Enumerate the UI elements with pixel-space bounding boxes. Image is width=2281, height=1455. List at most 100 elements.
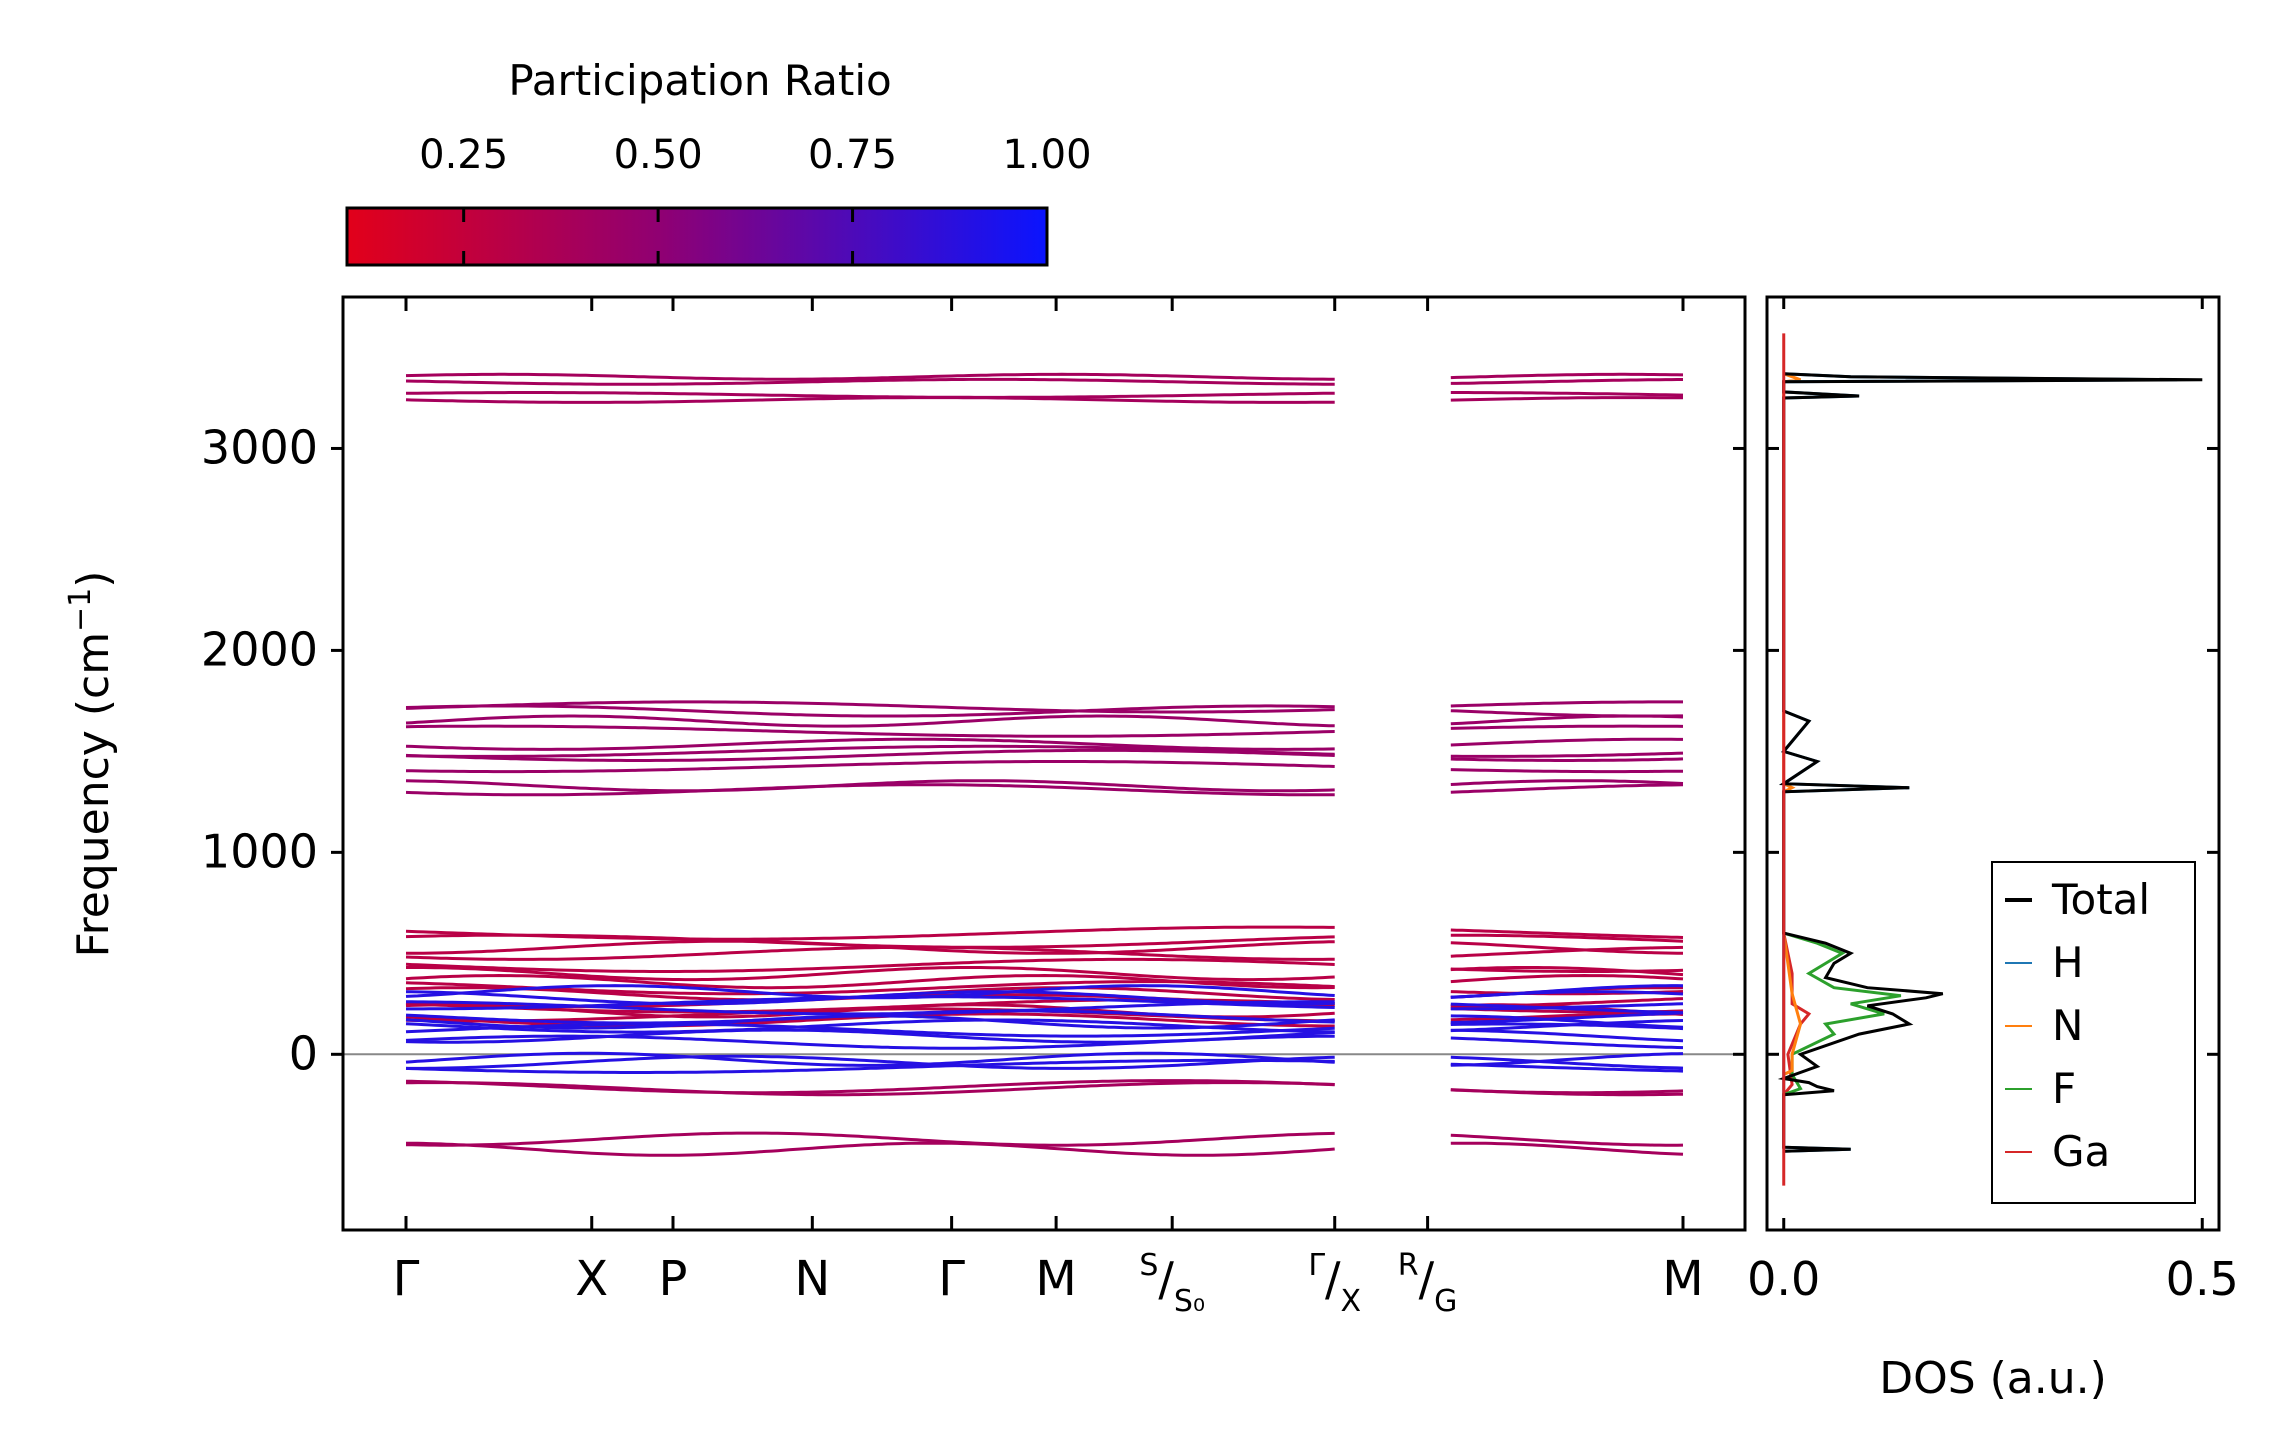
legend-label: Total <box>2051 875 2150 924</box>
band-line <box>1450 941 1683 955</box>
dos-x-axis-label: DOS (a.u.) <box>1879 1353 2107 1404</box>
band-line <box>1450 779 1684 786</box>
y-axis-label-exp: −1 <box>63 588 98 632</box>
band-line <box>1450 391 1684 397</box>
band-line <box>405 1018 1335 1034</box>
band-line <box>1450 372 1684 380</box>
k-point-label: X <box>575 1251 608 1307</box>
band-lines <box>343 372 1745 1157</box>
colorbar-tick-label: 0.50 <box>614 132 703 178</box>
band-line <box>1450 1002 1684 1011</box>
band-line <box>405 700 1335 714</box>
legend-label: Ga <box>2052 1127 2110 1176</box>
k-point-label: Γ <box>938 1251 965 1307</box>
band-line <box>405 714 1335 728</box>
band-line <box>405 957 1335 973</box>
legend-label: F <box>2052 1064 2076 1113</box>
band-line <box>405 973 1335 990</box>
band-line <box>1450 396 1683 402</box>
k-label-sub: X <box>1341 1284 1362 1319</box>
band-line <box>1450 737 1683 747</box>
k-point-label: P <box>659 1251 688 1307</box>
k-point-label: N <box>794 1251 830 1307</box>
band-axes <box>331 297 1745 1230</box>
band-line <box>1450 1088 1684 1097</box>
legend-label: N <box>2052 1001 2083 1050</box>
colorbar-ticks: 0.25 0.50 0.75 1.00 <box>419 132 1092 265</box>
colorbar-label: Participation Ratio <box>508 56 891 105</box>
band-line <box>1450 967 1684 973</box>
k-label-slash: / <box>1325 1252 1341 1306</box>
band-line <box>405 1131 1335 1147</box>
band-line <box>405 744 1335 758</box>
y-tick-label: 0 <box>289 1026 318 1080</box>
k-point-label: R/G <box>1398 1248 1458 1319</box>
band-line <box>1450 709 1683 718</box>
band-line <box>1450 783 1684 794</box>
dos-panel: 0.0 0.5 DOS (a.u.) Total HNF Ga <box>1747 295 2239 1404</box>
y-axis-label-close: ) <box>68 571 119 588</box>
band-line <box>405 372 1335 381</box>
y-tick-label: 1000 <box>201 824 318 878</box>
k-point-label: M <box>1662 1251 1703 1307</box>
k-label-sub: S₀ <box>1174 1284 1205 1319</box>
colorbar-tick-label: 1.00 <box>1002 132 1091 178</box>
k-point-label: S/S₀ <box>1139 1248 1205 1319</box>
band-line <box>1450 945 1684 958</box>
band-line <box>1450 973 1684 984</box>
y-tick-label: 3000 <box>201 420 318 474</box>
band-line <box>1450 1133 1684 1147</box>
y-tick-labels: 0 1000 2000 3000 <box>201 420 318 1080</box>
band-frame <box>341 295 1747 1232</box>
k-point-label: M <box>1035 1251 1076 1307</box>
k-label-slash: / <box>1419 1252 1435 1306</box>
band-line <box>1450 757 1684 762</box>
band-line <box>1450 928 1684 939</box>
k-label-slash: / <box>1158 1252 1174 1306</box>
band-line <box>405 1079 1335 1095</box>
dos-series-total <box>1777 372 2203 1153</box>
dos-frame <box>1765 295 2221 1232</box>
dos-axes <box>1767 297 2219 1230</box>
colorbar-gradient <box>345 206 1049 267</box>
dos-x-tick-label: 0.0 <box>1747 1252 1820 1306</box>
colorbar-tick-label: 0.25 <box>419 132 508 178</box>
band-line <box>405 779 1335 793</box>
band-line <box>1450 1014 1684 1029</box>
band-line <box>1450 1019 1684 1033</box>
band-line <box>406 1081 1335 1097</box>
band-line <box>1450 378 1683 385</box>
k-label-sub: G <box>1434 1284 1457 1319</box>
band-line <box>1450 1028 1684 1043</box>
band-line <box>1450 724 1684 730</box>
k-point-label: Γ/X <box>1308 1248 1361 1319</box>
band-line <box>405 1034 1335 1050</box>
band-line <box>1450 1036 1684 1050</box>
band-line <box>405 1141 1335 1157</box>
k-point-labels: Γ X P N Γ M S/S₀Γ/XR/G M <box>393 1248 1704 1319</box>
band-line <box>1450 1055 1684 1070</box>
band-line <box>405 1058 1335 1074</box>
band-line <box>406 966 1335 982</box>
band-line <box>1450 984 1684 999</box>
band-line <box>1450 1141 1684 1156</box>
band-line <box>405 1022 1335 1038</box>
band-line <box>405 1028 1335 1044</box>
legend-frame <box>1991 861 2196 1204</box>
band-line <box>406 391 1335 399</box>
k-label-sup: Γ <box>1308 1248 1325 1283</box>
band-line <box>405 396 1335 404</box>
band-line <box>405 925 1335 941</box>
dos-legend: Total HNF Ga <box>1991 861 2196 1204</box>
band-line <box>1450 768 1683 774</box>
dos-x-tick-label: 0.5 <box>2166 1252 2239 1306</box>
k-point-label: Γ <box>393 1251 420 1307</box>
band-line <box>1450 700 1683 708</box>
k-label-sup: S <box>1139 1248 1158 1283</box>
dos-x-tick-labels: 0.0 0.5 <box>1747 1252 2239 1306</box>
dos-lines <box>1777 333 2203 1186</box>
y-axis-label-base: Frequency (cm <box>68 632 119 958</box>
band-line <box>405 704 1335 718</box>
